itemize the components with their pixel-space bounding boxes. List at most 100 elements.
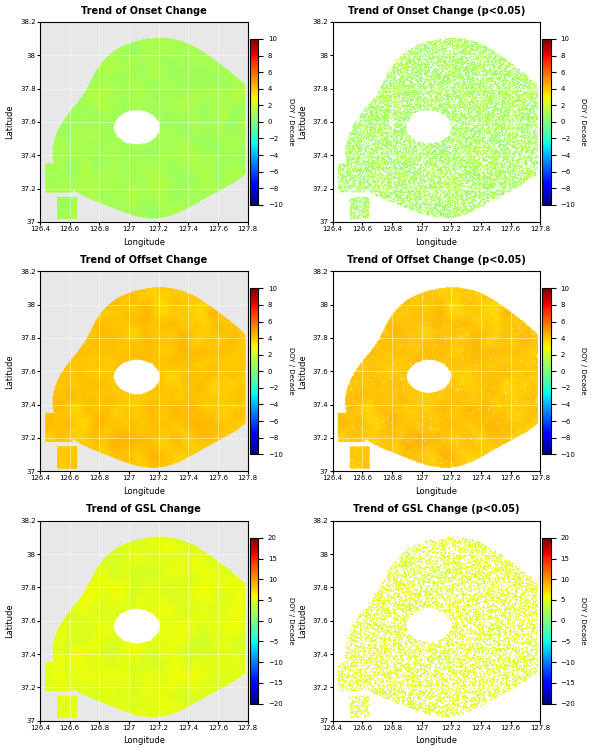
Point xyxy=(234,614,243,626)
Point xyxy=(225,629,234,641)
Point xyxy=(496,365,506,377)
Point xyxy=(195,65,205,77)
Point xyxy=(196,137,205,149)
Point xyxy=(192,116,201,128)
Point xyxy=(166,593,176,605)
Point xyxy=(144,615,154,627)
Point xyxy=(135,686,144,698)
Point xyxy=(452,651,462,663)
Point xyxy=(458,291,467,303)
Point xyxy=(413,53,423,65)
Point xyxy=(177,149,186,161)
Point xyxy=(47,666,57,678)
Point xyxy=(92,417,102,429)
Point xyxy=(99,101,109,113)
Point xyxy=(216,613,226,625)
Point xyxy=(137,689,147,701)
Point xyxy=(134,335,143,347)
Point xyxy=(455,371,464,383)
Point xyxy=(78,114,87,126)
Point xyxy=(181,171,190,183)
Point xyxy=(387,629,396,641)
Point xyxy=(222,321,231,333)
Point xyxy=(502,82,511,94)
Point xyxy=(97,122,107,134)
Point xyxy=(504,343,513,355)
Point xyxy=(197,330,207,342)
Point xyxy=(438,668,448,680)
Point xyxy=(493,363,503,375)
Point xyxy=(110,47,119,59)
Point xyxy=(212,674,221,686)
Point xyxy=(75,419,84,431)
Point xyxy=(134,158,144,170)
Point xyxy=(174,576,184,588)
Point xyxy=(452,146,462,158)
Point xyxy=(56,373,65,385)
Point xyxy=(86,642,96,654)
Point xyxy=(161,584,170,596)
Point xyxy=(151,447,160,459)
Point xyxy=(131,387,141,399)
Point xyxy=(427,412,436,424)
Point xyxy=(393,312,403,324)
Point xyxy=(452,600,462,612)
Point xyxy=(218,675,228,687)
Point xyxy=(43,672,53,684)
Point xyxy=(433,294,443,306)
Point xyxy=(372,395,381,407)
Point xyxy=(80,430,89,442)
Point xyxy=(406,386,415,398)
Point xyxy=(109,375,118,387)
Point xyxy=(481,46,491,58)
Point xyxy=(384,342,394,354)
Point xyxy=(507,406,517,418)
Point xyxy=(181,103,190,115)
Point xyxy=(137,125,147,137)
Point xyxy=(143,346,152,358)
Point xyxy=(89,130,98,142)
Point xyxy=(204,111,213,123)
Point xyxy=(385,444,395,456)
Point xyxy=(180,112,189,124)
Point xyxy=(154,672,163,684)
Point xyxy=(468,381,477,393)
Point xyxy=(433,200,442,212)
Point xyxy=(340,422,349,434)
Point xyxy=(152,390,161,402)
Point xyxy=(146,182,156,194)
Point xyxy=(192,141,202,153)
Point xyxy=(118,591,128,603)
Point xyxy=(219,175,229,187)
Point xyxy=(199,50,208,62)
Point xyxy=(178,380,187,392)
Point xyxy=(215,137,224,149)
Point xyxy=(162,689,171,701)
Point xyxy=(206,132,215,144)
Point xyxy=(127,389,136,401)
Point xyxy=(125,605,134,617)
Point xyxy=(118,433,127,445)
Point xyxy=(234,74,243,86)
Point xyxy=(183,47,192,59)
Point xyxy=(206,319,215,331)
Point xyxy=(461,533,471,545)
Point xyxy=(86,349,95,361)
Point xyxy=(482,294,492,306)
Point xyxy=(92,155,101,167)
Point xyxy=(72,456,81,468)
Point xyxy=(99,394,108,406)
Point xyxy=(198,678,207,690)
Point xyxy=(135,65,144,77)
Point xyxy=(212,182,221,194)
Point xyxy=(170,142,179,154)
Point xyxy=(215,134,225,146)
Point xyxy=(91,159,100,171)
Point xyxy=(213,95,222,107)
Point xyxy=(136,117,145,129)
Point xyxy=(121,82,131,94)
Point xyxy=(452,405,462,417)
Point xyxy=(126,327,135,339)
Point xyxy=(470,599,480,611)
Point xyxy=(112,113,121,125)
